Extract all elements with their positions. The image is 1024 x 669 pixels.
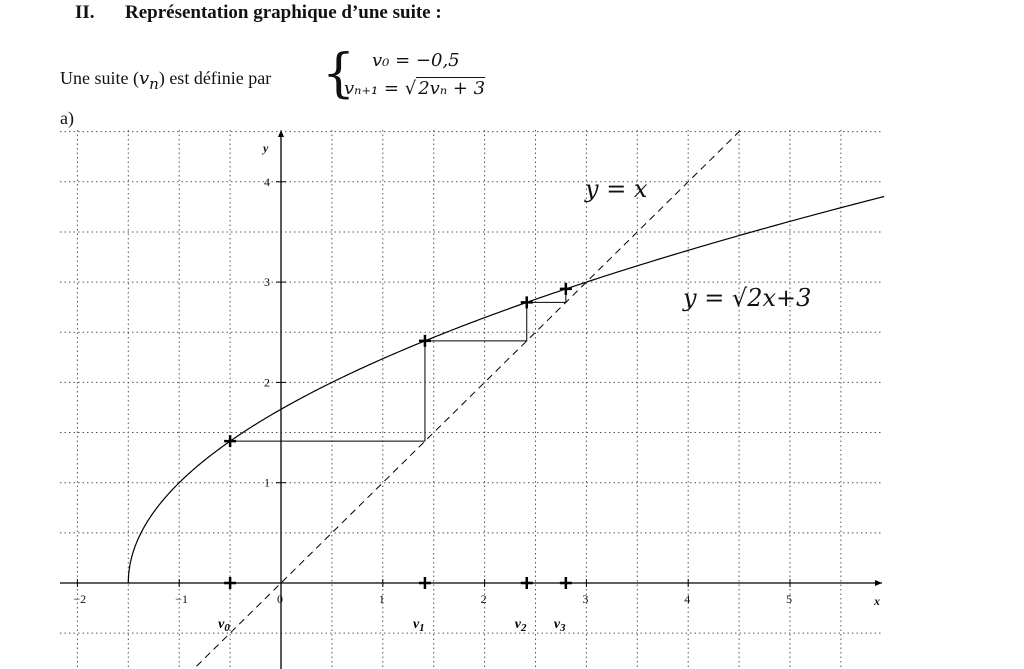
- curve-label: y = √2x+3: [682, 284, 811, 312]
- sequence-term-label: v1: [413, 617, 425, 634]
- sequence-term-marker: [559, 577, 572, 589]
- x-tick-label: −2: [73, 592, 86, 606]
- curve-sqrt: [127, 195, 885, 584]
- intro-text: Une suite (vn) est définie par: [60, 68, 272, 93]
- sequence-term-label: v0: [218, 617, 230, 634]
- curve-point-marker: [418, 334, 431, 347]
- sequence-term-marker: [520, 577, 533, 589]
- x-axis-label: x: [873, 594, 880, 608]
- sequence-term-marker: [418, 577, 431, 589]
- brace: {: [322, 44, 356, 104]
- y-tick-label: 1: [264, 476, 270, 490]
- y-tick-label: 2: [264, 375, 270, 389]
- y-axis-label: y: [261, 141, 269, 155]
- x-axis-arrow: [875, 580, 882, 586]
- cobweb-path: [230, 288, 567, 442]
- x-tick-label: 3: [582, 592, 588, 606]
- y-axis-arrow: [278, 130, 284, 137]
- sequence-term-marker: [224, 577, 237, 589]
- initial-term: v₀ = −0,5: [372, 50, 460, 71]
- curve-point-marker: [224, 435, 237, 448]
- recurrence: vₙ₊₁ = √ 2vₙ + 3: [344, 77, 486, 99]
- line-y-equals-x: [196, 129, 742, 667]
- curve-point-marker: [520, 296, 533, 309]
- x-tick-label: 4: [684, 592, 690, 606]
- y-tick-label: 3: [264, 275, 270, 289]
- line-label: y = x: [584, 175, 648, 203]
- curve-point-marker: [559, 282, 572, 295]
- section-title: II. Représentation graphique d’une suite …: [75, 2, 442, 23]
- sequence-term-label: v3: [554, 617, 566, 634]
- x-tick-label: 0: [277, 592, 283, 606]
- x-tick-label: 5: [786, 592, 792, 606]
- sequence-term-label: v2: [515, 617, 527, 634]
- x-tick-label: −1: [175, 592, 188, 606]
- part-label: a): [60, 108, 74, 128]
- x-tick-label: 2: [481, 592, 487, 606]
- y-tick-label: 4: [264, 175, 270, 189]
- x-tick-label: 1: [379, 592, 385, 606]
